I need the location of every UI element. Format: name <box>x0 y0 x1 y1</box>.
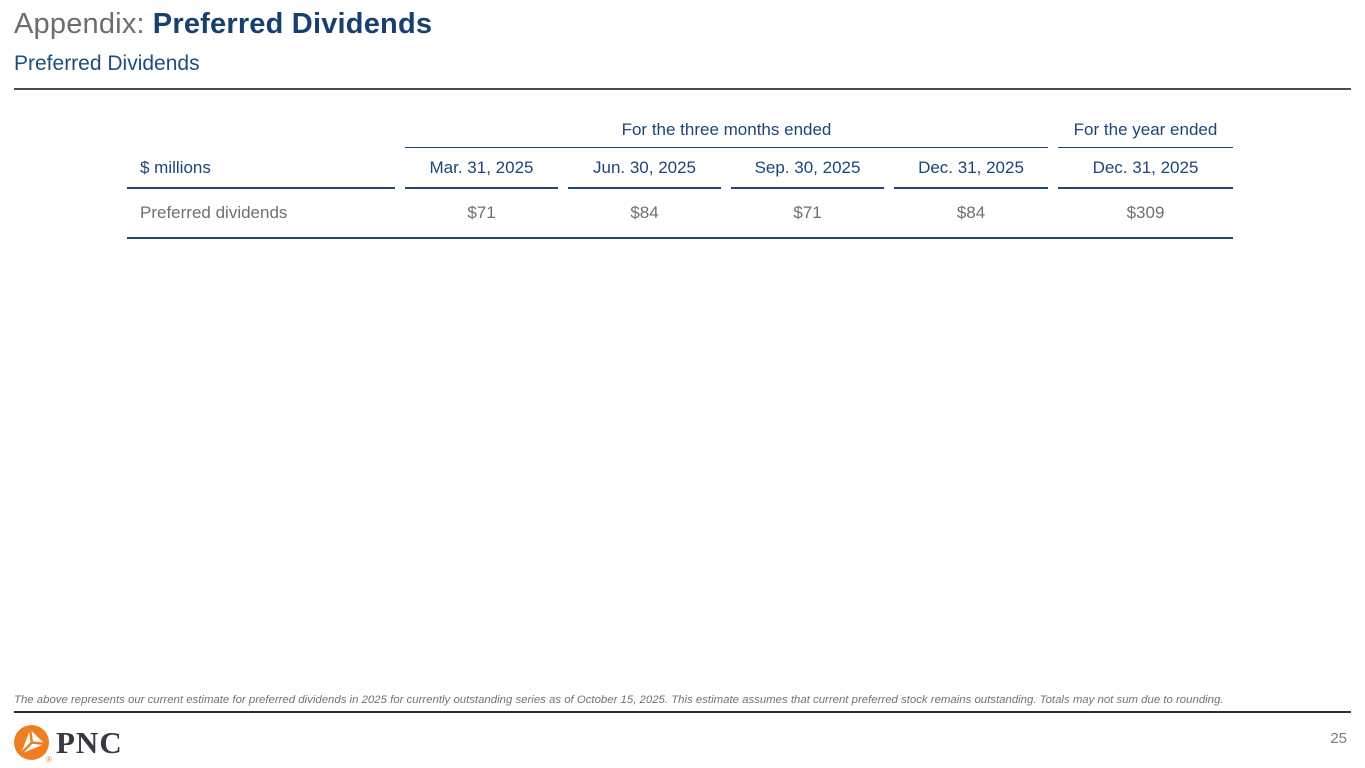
page-title-prefix: Appendix: <box>14 8 145 40</box>
group-header-year: For the year ended <box>1058 110 1233 148</box>
value-q4: $84 <box>956 203 986 222</box>
footnote: The above represents our current estimat… <box>14 694 1224 706</box>
page-subtitle: Preferred Dividends <box>14 52 200 75</box>
table-column-header-row: $ millions Mar. 31, 2025 Jun. 30, 2025 S… <box>127 148 1233 189</box>
column-header-q3: Sep. 30, 2025 <box>731 148 884 189</box>
column-header-full-year: Dec. 31, 2025 <box>1058 148 1233 189</box>
value-q3: $71 <box>793 203 822 222</box>
footer-divider <box>14 711 1351 713</box>
value-q2: $84 <box>630 203 659 222</box>
page-title-emphasis: Preferred Dividends <box>152 8 433 40</box>
value-full-year: $309 <box>1126 203 1165 222</box>
page-number: 25 <box>1330 730 1347 747</box>
preferred-dividends-table: For the three months ended For the year … <box>127 110 1233 239</box>
table-group-header-row: For the three months ended For the year … <box>127 110 1233 148</box>
column-header-q2: Jun. 30, 2025 <box>568 148 721 189</box>
page-title: Appendix: Preferred Dividends <box>14 8 432 41</box>
row-label: Preferred dividends <box>140 203 288 222</box>
group-header-spacer <box>127 110 395 148</box>
pnc-wordmark: PNC <box>56 725 123 760</box>
registered-trademark-symbol: ® <box>46 755 52 764</box>
group-header-three-months: For the three months ended <box>405 110 1048 148</box>
header-divider <box>14 88 1351 90</box>
pnc-logo: ® PNC <box>14 725 123 764</box>
column-header-q1: Mar. 31, 2025 <box>405 148 558 189</box>
value-q1: $71 <box>467 203 496 222</box>
table-row: Preferred dividends $71 $84 $71 $84 $309 <box>127 189 1233 237</box>
column-header-unit-label: $ millions <box>127 148 395 189</box>
column-header-q4: Dec. 31, 2025 <box>894 148 1048 189</box>
pnc-triangle-icon <box>14 725 49 760</box>
